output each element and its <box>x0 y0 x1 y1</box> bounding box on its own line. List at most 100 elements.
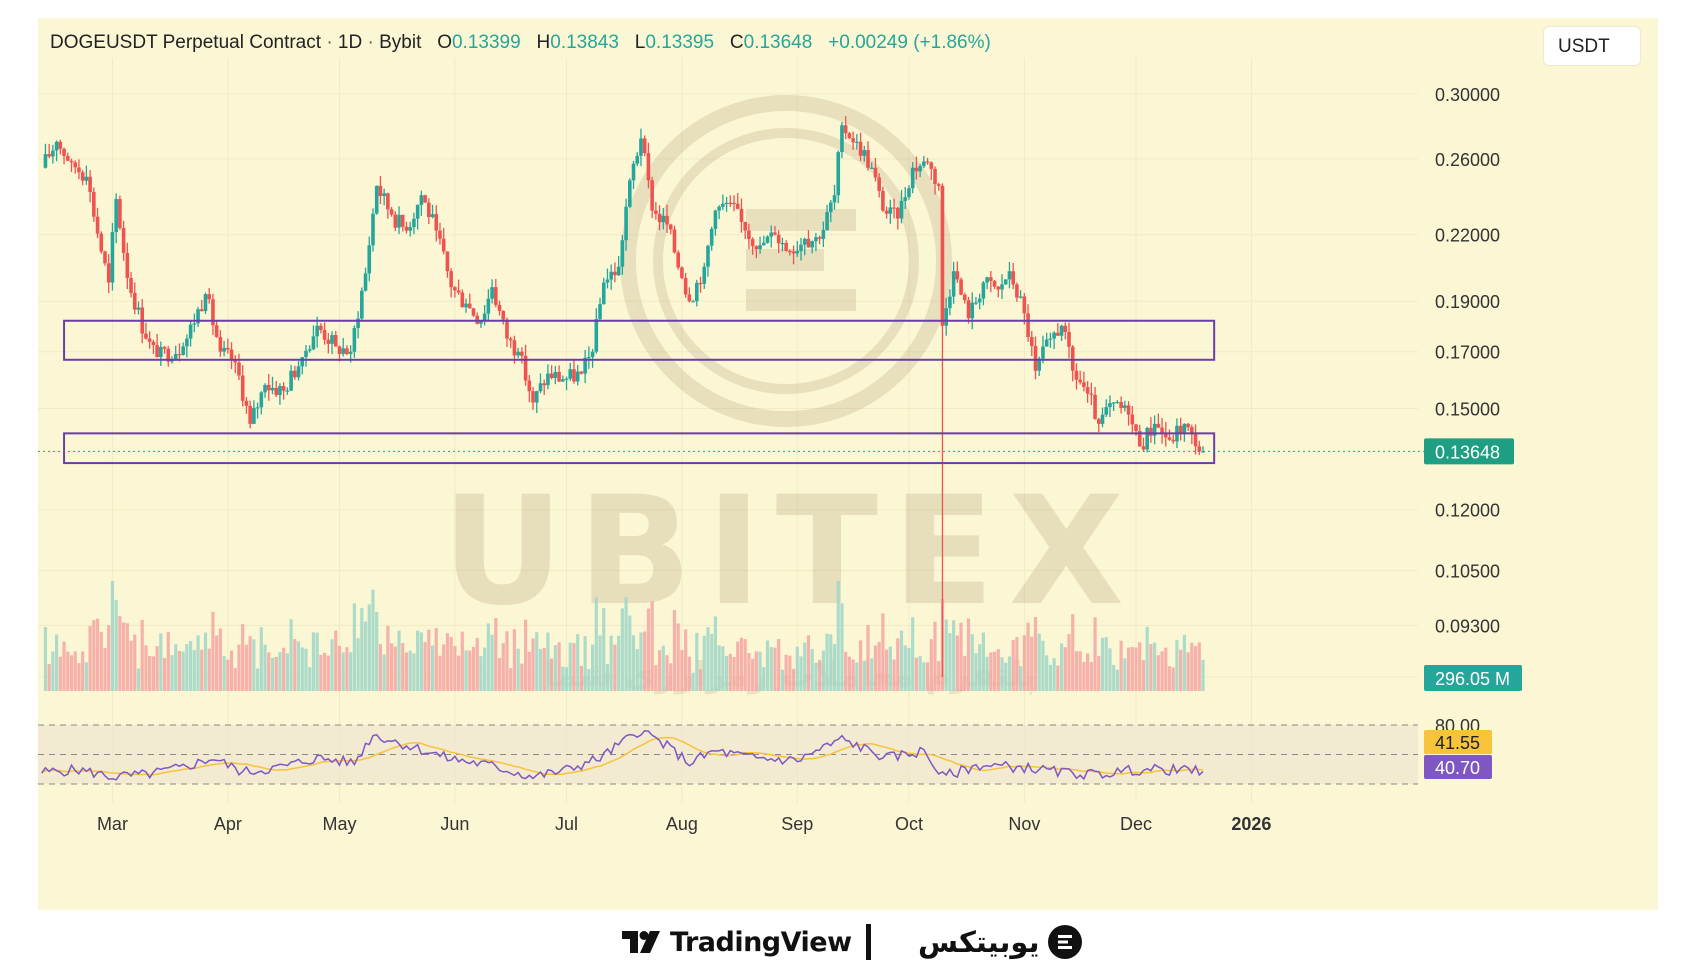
candle-body[interactable] <box>449 271 453 288</box>
candle-body[interactable] <box>1193 434 1198 447</box>
price-chart[interactable]: UBITEXپلتفرم معاملات رمزارزی شما0.300000… <box>38 18 1658 910</box>
candle-body[interactable] <box>266 384 271 391</box>
candle-body[interactable] <box>925 161 930 163</box>
candle-body[interactable] <box>348 351 353 354</box>
candle-body[interactable] <box>784 242 788 251</box>
candle-body[interactable] <box>1126 405 1131 415</box>
candle-body[interactable] <box>709 228 714 246</box>
candle-body[interactable] <box>974 302 978 304</box>
candle-body[interactable] <box>110 232 115 283</box>
candle-body[interactable] <box>881 190 885 211</box>
candle-body[interactable] <box>1149 427 1153 436</box>
candle-body[interactable] <box>125 252 130 278</box>
candle-body[interactable] <box>479 320 483 324</box>
candle-body[interactable] <box>1137 430 1142 447</box>
candle-body[interactable] <box>95 216 100 234</box>
candle-body[interactable] <box>851 138 855 143</box>
candle-body[interactable] <box>430 214 435 218</box>
candle-body[interactable] <box>520 351 524 356</box>
candle-body[interactable] <box>397 214 401 228</box>
candle-body[interactable] <box>765 236 770 243</box>
candle-body[interactable] <box>51 150 55 157</box>
candle-body[interactable] <box>1022 296 1027 314</box>
candle-body[interactable] <box>84 176 89 181</box>
candle-body[interactable] <box>270 387 275 391</box>
candle-body[interactable] <box>155 345 159 358</box>
candle-body[interactable] <box>322 330 327 340</box>
candle-body[interactable] <box>173 354 178 360</box>
candle-body[interactable] <box>482 313 487 321</box>
candle-body[interactable] <box>188 324 193 339</box>
candle-body[interactable] <box>296 366 301 378</box>
candle-body[interactable] <box>739 208 744 222</box>
candle-body[interactable] <box>374 185 379 214</box>
candle-body[interactable] <box>862 150 867 156</box>
candle-body[interactable] <box>788 250 792 253</box>
candle-body[interactable] <box>226 347 230 350</box>
candle-body[interactable] <box>869 167 874 169</box>
candle-body[interactable] <box>77 167 81 173</box>
candle-body[interactable] <box>866 150 870 168</box>
candle-body[interactable] <box>147 338 152 342</box>
candle-body[interactable] <box>572 369 576 382</box>
candle-body[interactable] <box>281 386 286 391</box>
candle-body[interactable] <box>892 207 896 209</box>
candle-body[interactable] <box>743 221 747 231</box>
candle-body[interactable] <box>389 209 394 215</box>
candle-body[interactable] <box>899 200 904 219</box>
candle-body[interactable] <box>293 370 297 378</box>
candle-body[interactable] <box>884 210 889 214</box>
candle-body[interactable] <box>985 277 989 283</box>
candle-body[interactable] <box>989 277 993 281</box>
candle-body[interactable] <box>278 386 282 396</box>
candle-body[interactable] <box>259 392 264 408</box>
candle-body[interactable] <box>356 318 360 328</box>
candle-body[interactable] <box>196 309 200 324</box>
candle-body[interactable] <box>378 185 383 197</box>
candle-body[interactable] <box>668 224 673 230</box>
candle-body[interactable] <box>918 166 922 172</box>
candle-body[interactable] <box>1037 358 1042 371</box>
candle-body[interactable] <box>665 215 669 225</box>
candle-body[interactable] <box>583 357 587 374</box>
candle-body[interactable] <box>400 214 405 227</box>
candle-body[interactable] <box>523 355 528 381</box>
candle-body[interactable] <box>80 172 85 181</box>
candle-body[interactable] <box>1078 379 1082 383</box>
candle-body[interactable] <box>698 282 703 285</box>
candle-body[interactable] <box>706 245 710 267</box>
candle-body[interactable] <box>828 202 833 213</box>
candle-body[interactable] <box>326 339 331 344</box>
candle-body[interactable] <box>836 152 841 196</box>
candle-body[interactable] <box>616 266 621 276</box>
candle-body[interactable] <box>486 298 491 314</box>
candle-body[interactable] <box>248 405 252 424</box>
candle-body[interactable] <box>427 202 431 218</box>
candle-body[interactable] <box>1197 446 1202 452</box>
candle-body[interactable] <box>825 212 829 231</box>
candle-body[interactable] <box>657 213 662 223</box>
candle-body[interactable] <box>47 154 51 157</box>
candle-body[interactable] <box>1134 424 1138 431</box>
candle-body[interactable] <box>222 347 226 352</box>
candle-body[interactable] <box>166 348 171 362</box>
candle-body[interactable] <box>802 238 807 245</box>
candle-body[interactable] <box>817 237 822 239</box>
candle-body[interactable] <box>907 188 911 198</box>
candle-body[interactable] <box>255 407 260 409</box>
candle-body[interactable] <box>263 384 267 393</box>
candle-body[interactable] <box>207 294 212 300</box>
candle-body[interactable] <box>601 282 606 305</box>
candle-body[interactable] <box>311 336 316 350</box>
interval-label[interactable]: 1D <box>337 32 363 53</box>
candle-body[interactable] <box>203 294 208 312</box>
candle-body[interactable] <box>386 193 390 210</box>
candle-body[interactable] <box>136 307 141 310</box>
candle-body[interactable] <box>959 279 963 295</box>
candle-body[interactable] <box>564 378 569 380</box>
candle-body[interactable] <box>453 287 457 291</box>
candle-body[interactable] <box>1186 423 1190 428</box>
candle-body[interactable] <box>992 280 997 287</box>
candle-body[interactable] <box>285 390 290 392</box>
candle-body[interactable] <box>1171 439 1176 442</box>
